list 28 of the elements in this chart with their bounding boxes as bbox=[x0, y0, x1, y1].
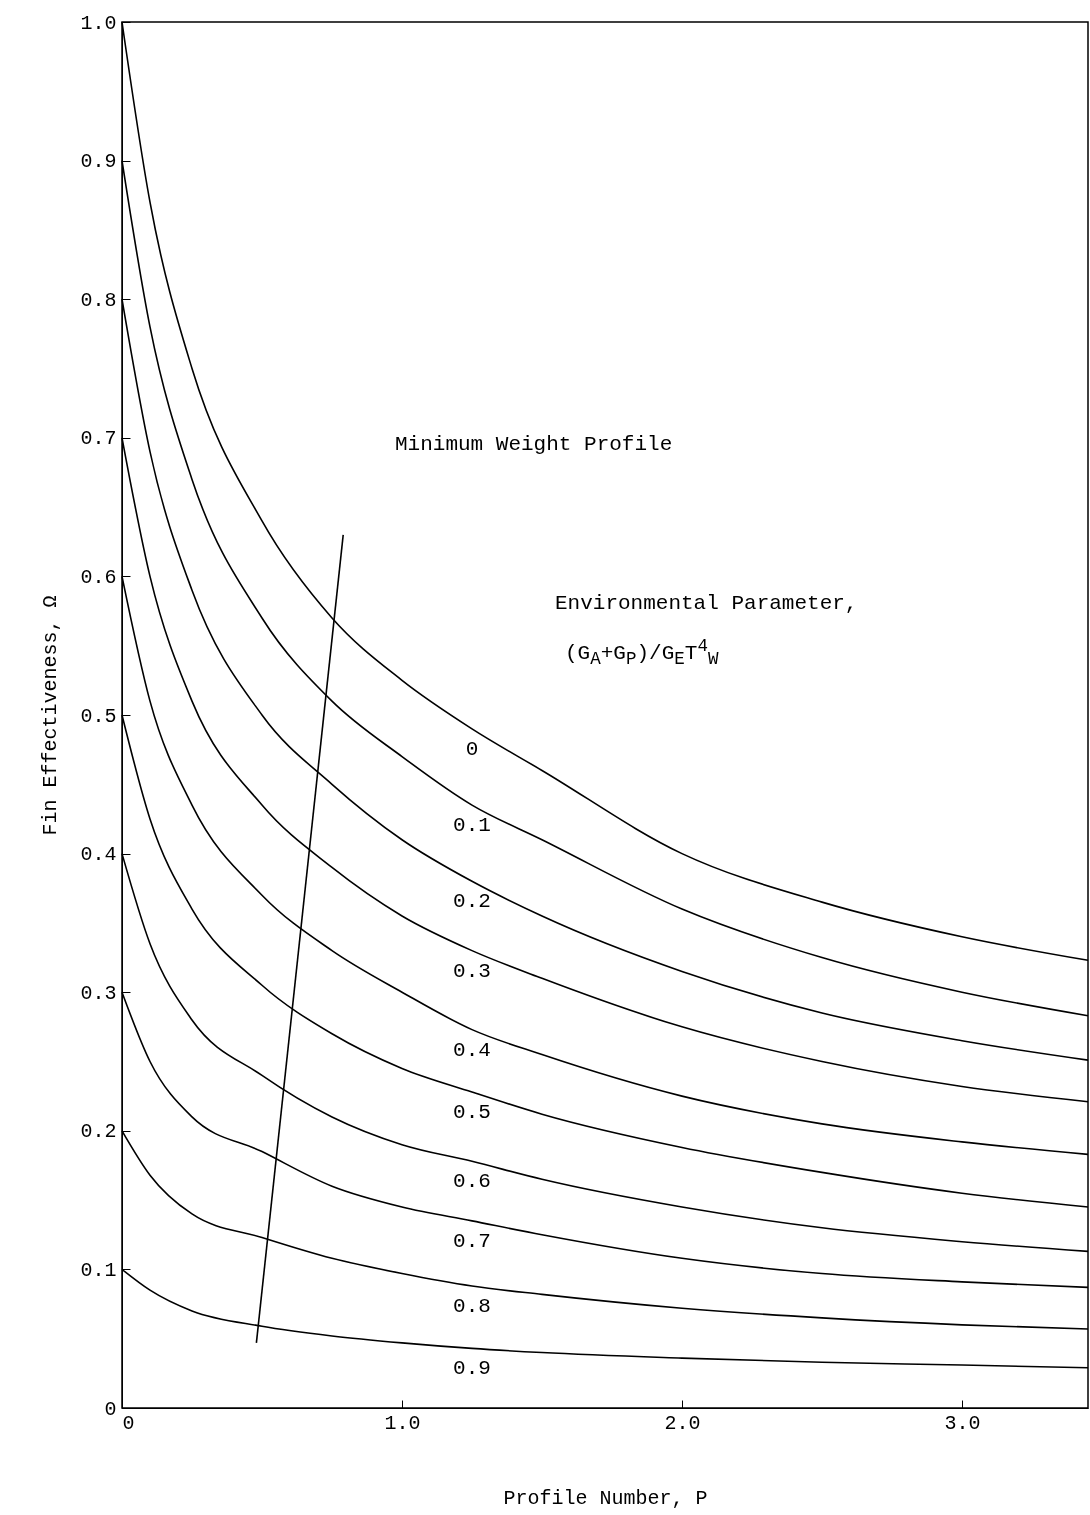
x-tick-label: 1.0 bbox=[384, 1411, 421, 1435]
y-tick-label: 0.7 bbox=[80, 427, 117, 451]
series-label: 0.6 bbox=[453, 1170, 491, 1194]
x-axis-title: Profile Number, P bbox=[503, 1486, 708, 1510]
y-tick-label: 0.8 bbox=[80, 288, 117, 312]
y-tick-label: 0.6 bbox=[80, 565, 117, 589]
series-label: 0.2 bbox=[453, 890, 491, 914]
y-tick-label: 0.1 bbox=[80, 1258, 117, 1282]
series-label: 0.5 bbox=[453, 1100, 491, 1124]
series-label: 0.7 bbox=[453, 1229, 491, 1253]
x-tick-label: 3.0 bbox=[944, 1411, 981, 1435]
x-tick-label: 2.0 bbox=[664, 1411, 701, 1435]
annotation: Environmental Parameter, bbox=[555, 592, 858, 615]
series-label: 0 bbox=[465, 737, 479, 761]
y-tick-label: 0.3 bbox=[80, 981, 117, 1005]
series-label: 0.8 bbox=[453, 1295, 491, 1319]
series-label: 0.3 bbox=[453, 959, 491, 983]
series-label: 0.1 bbox=[453, 814, 491, 838]
y-tick-label: 0.5 bbox=[80, 704, 117, 728]
series-label: 0.9 bbox=[453, 1357, 491, 1381]
y-axis-title: Fin Effectiveness, Ω bbox=[39, 595, 63, 836]
y-tick-label: 0.2 bbox=[80, 1120, 117, 1144]
series-label: 0.4 bbox=[453, 1038, 491, 1062]
y-tick-label: 0.4 bbox=[80, 843, 117, 867]
annotation: Minimum Weight Profile bbox=[395, 433, 673, 456]
y-tick-label: 0.9 bbox=[80, 150, 117, 174]
y-tick-label: 1.0 bbox=[80, 11, 117, 35]
x-tick-label: 0 bbox=[122, 1411, 135, 1435]
